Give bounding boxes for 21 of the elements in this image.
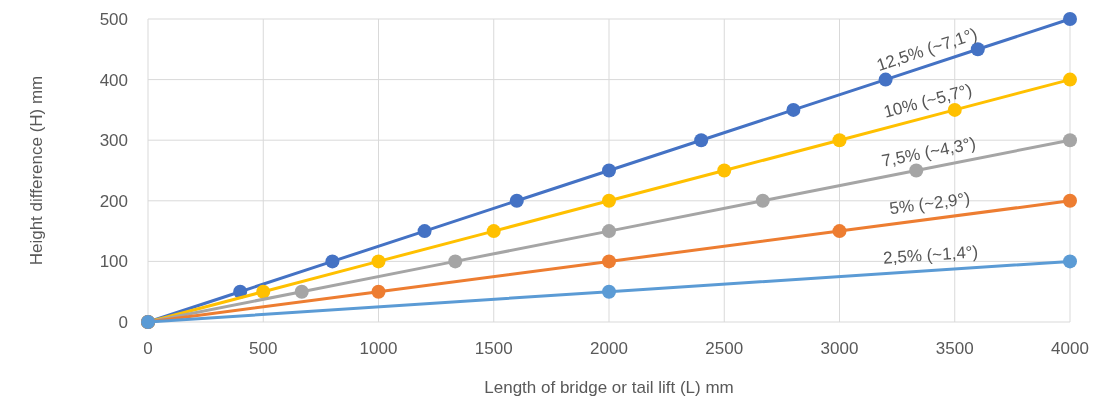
text: 10% (~5,7°) <box>881 80 974 122</box>
x-tick-label: 4000 <box>1051 339 1089 358</box>
x-tick-label: 3000 <box>820 339 859 358</box>
x-tick-label: 1500 <box>474 339 513 358</box>
y-tick-label: 100 <box>99 252 128 272</box>
y-tick-label: 200 <box>99 191 128 211</box>
series-label: 2,5% (~1,4°) <box>882 242 979 268</box>
y-axis-title: Height difference (H) mm <box>27 75 46 266</box>
x-tick-label: 2000 <box>590 339 628 358</box>
y-tick-label: 500 <box>99 10 128 29</box>
text: 7,5% (~4,3°) <box>880 133 978 171</box>
y-tick-label: 0 <box>118 313 128 332</box>
x-axis-title: Length of bridge or tail lift (L) mm <box>484 378 734 397</box>
y-tick-label: 300 <box>99 131 128 151</box>
x-tick-label: 0 <box>143 339 153 358</box>
x-tick-label: 500 <box>249 339 278 358</box>
y-tick-label: 400 <box>99 70 128 90</box>
x-tick-label: 1000 <box>359 339 398 358</box>
x-tick-label: 3500 <box>935 339 974 358</box>
text: 5% (~2,9°) <box>888 188 972 219</box>
x-tick-label: 2500 <box>705 339 744 358</box>
